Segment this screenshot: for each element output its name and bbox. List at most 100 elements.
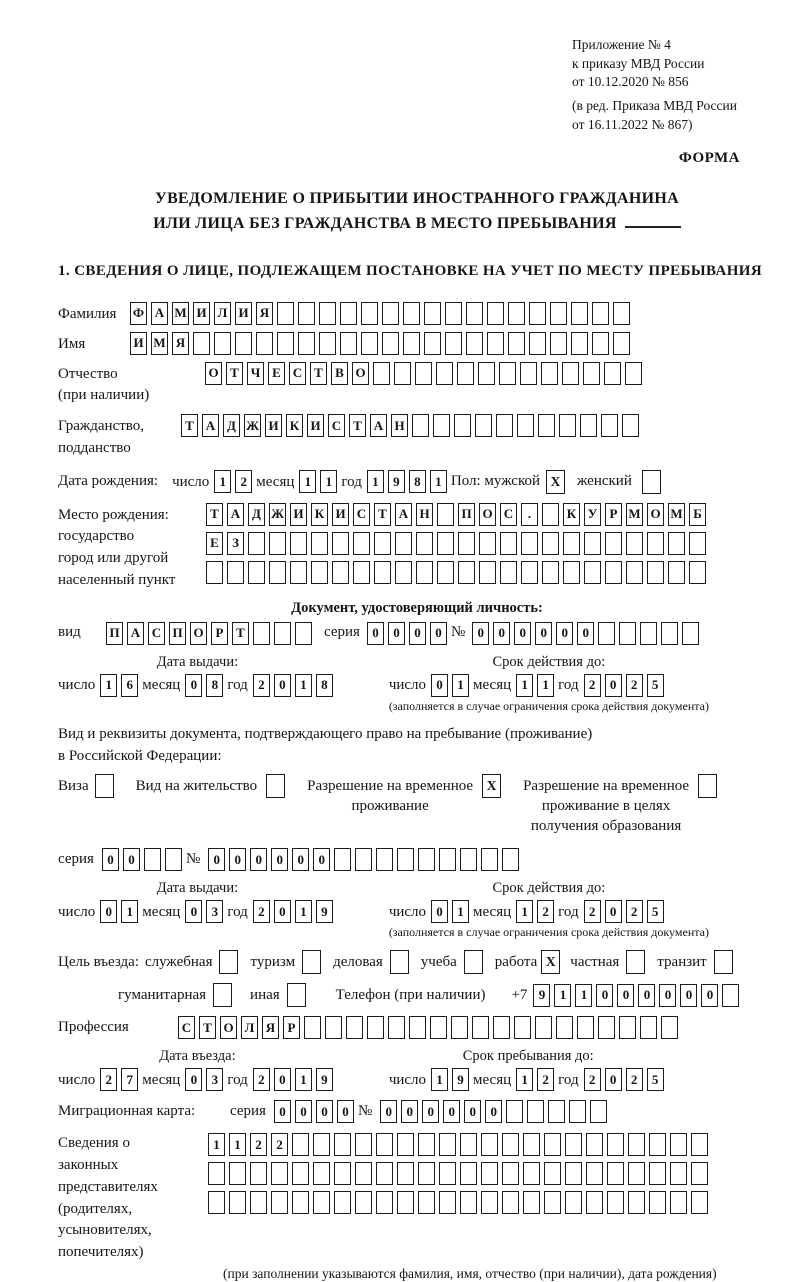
- char-cell[interactable]: 0: [185, 1068, 203, 1092]
- char-cell[interactable]: [584, 560, 601, 584]
- char-cell[interactable]: [598, 621, 616, 645]
- char-cell[interactable]: И: [290, 502, 307, 526]
- purpose-tourism-checkbox[interactable]: [302, 950, 322, 975]
- char-cell[interactable]: [506, 1100, 524, 1124]
- char-cell[interactable]: [397, 1133, 414, 1157]
- char-cell[interactable]: 8: [408, 470, 426, 494]
- char-cell[interactable]: С: [500, 502, 517, 526]
- char-cell[interactable]: [622, 414, 639, 438]
- char-cell[interactable]: 0: [535, 621, 553, 645]
- char-cell[interactable]: 2: [583, 900, 601, 924]
- char-cell[interactable]: Д: [223, 414, 240, 438]
- char-cell[interactable]: 0: [472, 621, 490, 645]
- char-cell[interactable]: 0: [493, 621, 511, 645]
- char-cell[interactable]: [487, 301, 504, 325]
- char-cell[interactable]: [592, 331, 609, 355]
- char-cell[interactable]: [250, 1162, 267, 1186]
- char-cell[interactable]: [607, 1133, 624, 1157]
- char-cell[interactable]: [382, 301, 399, 325]
- char-cell[interactable]: 0: [422, 1100, 440, 1124]
- char-cell[interactable]: [670, 1133, 687, 1157]
- char-cell[interactable]: [586, 1162, 603, 1186]
- char-cell[interactable]: 1: [366, 470, 384, 494]
- char-cell[interactable]: 0: [408, 621, 426, 645]
- char-cell[interactable]: К: [311, 502, 328, 526]
- char-cell[interactable]: [458, 531, 475, 555]
- char-cell[interactable]: [478, 361, 495, 385]
- char-cell[interactable]: [481, 848, 499, 872]
- char-cell[interactable]: 9: [387, 470, 405, 494]
- char-cell[interactable]: [626, 531, 643, 555]
- char-cell[interactable]: П: [106, 621, 123, 645]
- char-cell[interactable]: [605, 531, 622, 555]
- char-cell[interactable]: [143, 848, 161, 872]
- char-cell[interactable]: 0: [292, 848, 310, 872]
- purpose-transit-checkbox[interactable]: [713, 950, 733, 975]
- char-cell[interactable]: [433, 414, 450, 438]
- char-cell[interactable]: [214, 331, 231, 355]
- char-cell[interactable]: [487, 331, 504, 355]
- char-cell[interactable]: [668, 531, 685, 555]
- char-cell[interactable]: [208, 1191, 225, 1215]
- char-cell[interactable]: О: [479, 502, 496, 526]
- char-cell[interactable]: [544, 1133, 561, 1157]
- visa-checkbox[interactable]: [94, 773, 114, 798]
- char-cell[interactable]: [418, 1133, 435, 1157]
- char-cell[interactable]: Я: [172, 331, 189, 355]
- char-cell[interactable]: 0: [617, 983, 635, 1007]
- char-cell[interactable]: 2: [271, 1133, 288, 1157]
- char-cell[interactable]: 0: [101, 848, 119, 872]
- char-cell[interactable]: 9: [315, 1068, 333, 1092]
- char-cell[interactable]: [376, 1133, 393, 1157]
- char-cell[interactable]: [271, 1191, 288, 1215]
- char-cell[interactable]: [571, 331, 588, 355]
- char-cell[interactable]: [586, 1191, 603, 1215]
- char-cell[interactable]: [499, 361, 516, 385]
- char-cell[interactable]: [565, 1162, 582, 1186]
- char-cell[interactable]: [416, 560, 433, 584]
- char-cell[interactable]: Я: [262, 1016, 279, 1040]
- char-cell[interactable]: [403, 331, 420, 355]
- char-cell[interactable]: [229, 1191, 246, 1215]
- char-cell[interactable]: 9: [315, 900, 333, 924]
- char-cell[interactable]: [361, 301, 378, 325]
- gender-female-checkbox[interactable]: [641, 469, 661, 494]
- char-cell[interactable]: [542, 502, 559, 526]
- char-cell[interactable]: 1: [294, 1068, 312, 1092]
- char-cell[interactable]: Я: [256, 301, 273, 325]
- char-cell[interactable]: [493, 1016, 510, 1040]
- char-cell[interactable]: И: [235, 301, 252, 325]
- char-cell[interactable]: [548, 1100, 566, 1124]
- char-cell[interactable]: 0: [659, 983, 677, 1007]
- char-cell[interactable]: Е: [206, 531, 223, 555]
- char-cell[interactable]: [460, 1162, 477, 1186]
- char-cell[interactable]: Н: [391, 414, 408, 438]
- char-cell[interactable]: Т: [206, 502, 223, 526]
- char-cell[interactable]: 0: [122, 848, 140, 872]
- char-cell[interactable]: [274, 621, 291, 645]
- char-cell[interactable]: [269, 531, 286, 555]
- char-cell[interactable]: [521, 531, 538, 555]
- char-cell[interactable]: 9: [533, 983, 551, 1007]
- char-cell[interactable]: С: [289, 361, 306, 385]
- char-cell[interactable]: Л: [214, 301, 231, 325]
- purpose-other-checkbox[interactable]: [286, 983, 306, 1008]
- char-cell[interactable]: 2: [537, 900, 555, 924]
- char-cell[interactable]: В: [331, 361, 348, 385]
- char-cell[interactable]: Р: [605, 502, 622, 526]
- char-cell[interactable]: 0: [431, 900, 449, 924]
- char-cell[interactable]: [439, 1133, 456, 1157]
- char-cell[interactable]: 0: [604, 1068, 622, 1092]
- title-blank-line[interactable]: [624, 216, 681, 228]
